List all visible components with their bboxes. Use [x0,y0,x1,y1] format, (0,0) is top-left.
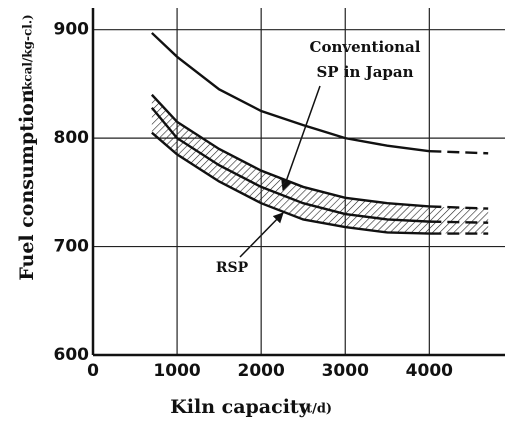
x-tick-label: 4000 [406,361,453,381]
x-axis-unit: (t/d) [300,402,332,417]
series-line [150,93,430,208]
series-line-dashed [429,205,489,210]
x-tick-label: 1000 [153,361,200,381]
annotation: Conventional [310,38,421,56]
y-tick-label: 900 [54,20,90,40]
series-line-dashed [429,220,489,224]
x-tick-label: 2000 [237,361,284,381]
x-tick-label: 0 [87,361,99,381]
y-axis-unit: (kcal/kg-cl.) [21,14,35,95]
series-line [150,106,430,223]
series-line [151,32,430,153]
annotation: RSP [216,260,249,276]
y-tick-label: 600 [54,345,90,365]
series-line-dashed [429,149,489,155]
y-tick-label: 700 [54,237,90,257]
y-axis-label: Fuel consumption [16,89,38,281]
x-tick-label: 3000 [322,361,369,381]
hatched-band [151,94,489,234]
y-tick-label: 800 [54,128,90,148]
x-axis-label: Kiln capacity [170,396,310,418]
annotation: SP in Japan [316,63,413,81]
series-line [151,131,430,235]
